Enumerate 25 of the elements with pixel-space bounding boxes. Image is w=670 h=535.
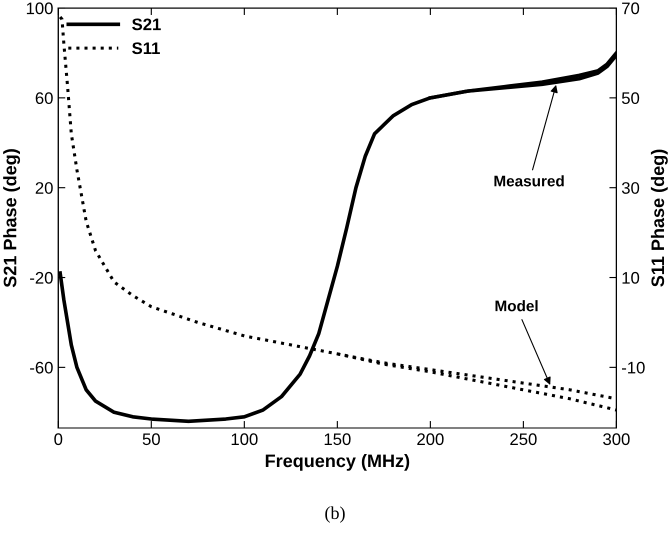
y2-tick-label: 70 — [622, 2, 640, 14]
y-tick-label: -20 — [30, 272, 53, 284]
x-tick-label: 200 — [417, 433, 444, 446]
x-tick-label: 250 — [510, 433, 537, 446]
x-axis-title: Frequency (MHz) — [266, 454, 410, 471]
annotation: Model — [496, 300, 538, 312]
y-tick-label: 60 — [36, 92, 53, 104]
y-tick-label: 20 — [36, 182, 53, 194]
text: (b) — [325, 506, 345, 523]
x-tick-label: 300 — [603, 433, 630, 446]
annotation: Measured — [494, 175, 564, 186]
x-tick-label: 0 — [54, 433, 62, 446]
legend-label: S21 — [132, 18, 161, 30]
y2-axis-title: S11 Phase (deg) — [650, 150, 668, 287]
y-tick-label: -60 — [30, 362, 53, 374]
legend-label: S11 — [132, 42, 160, 54]
y-tick-label: 100 — [26, 2, 53, 14]
y2-tick-label: -10 — [622, 362, 645, 374]
y2-tick-label: 50 — [622, 92, 640, 104]
y2-tick-label: 30 — [622, 182, 640, 194]
y-axis-title: S21 Phase (deg) — [3, 149, 20, 288]
x-tick-label: 100 — [232, 433, 258, 446]
x-tick-label: 150 — [324, 433, 351, 446]
y2-tick-label: 10 — [622, 272, 640, 284]
x-tick-label: 50 — [142, 433, 160, 446]
